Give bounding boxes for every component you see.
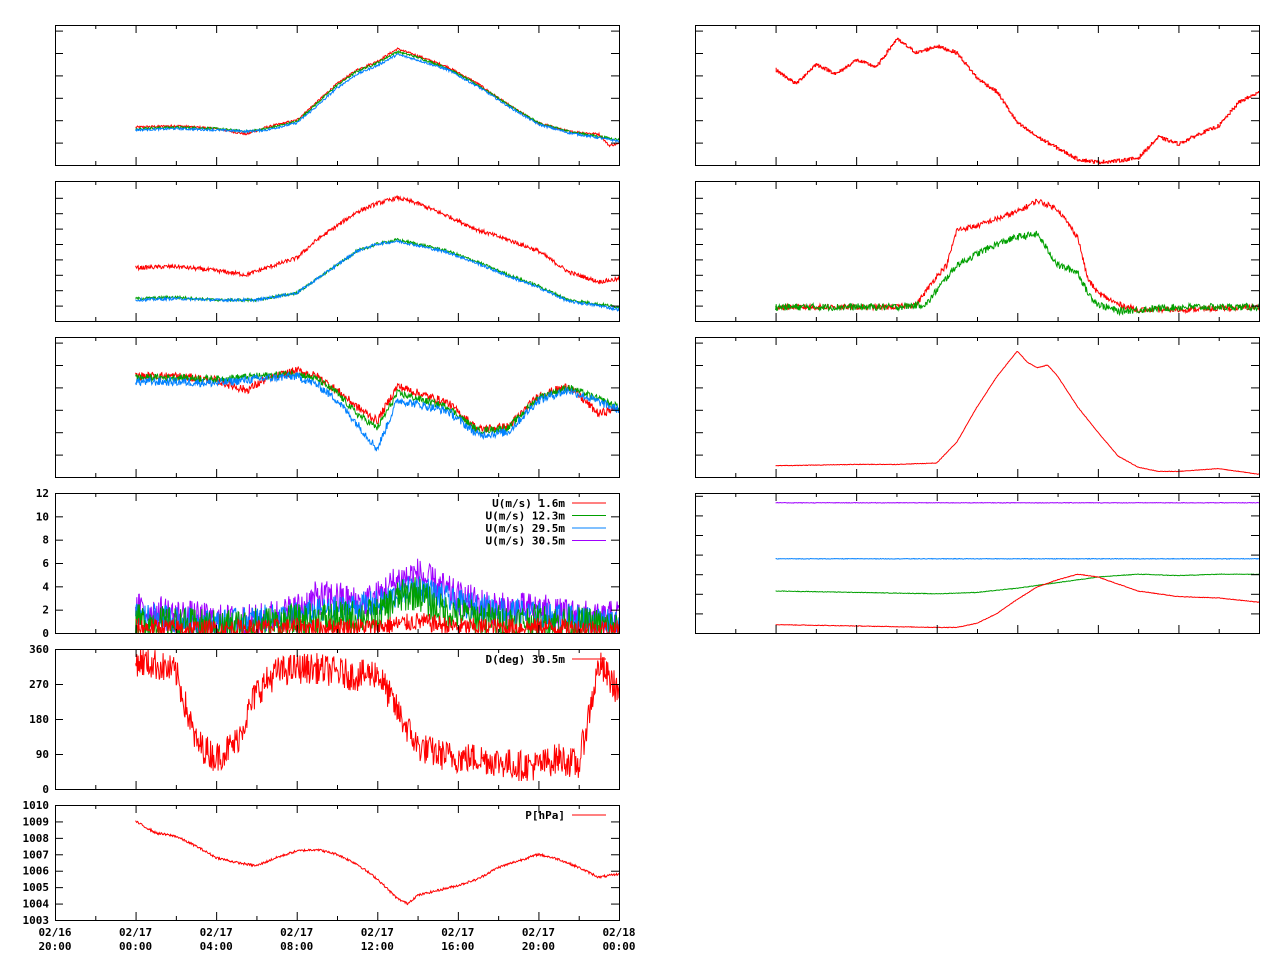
x-tick-label-time-0: 20:00 xyxy=(38,940,71,953)
series-p7-0 xyxy=(775,37,1259,165)
legend-label-p6-0: P[hPa] xyxy=(525,809,565,822)
x-tick-label-time-7: 00:00 xyxy=(602,940,635,953)
series-p3-2 xyxy=(135,371,619,452)
y-tick-label-p5-2: 180 xyxy=(29,713,49,726)
y-tick-label-p5-4: 360 xyxy=(29,643,49,656)
plot-frame-p10 xyxy=(695,493,1260,634)
y-tick-label-p4-0: 0 xyxy=(42,627,49,640)
plot-frame-p3 xyxy=(55,337,620,478)
panel-p5: 0 90 180 270 360 D(deg) 30.5m xyxy=(29,643,620,796)
plot-frame-p9 xyxy=(695,337,1260,478)
series-p2-1 xyxy=(135,237,619,309)
legend-label-p4-2: U(m/s) 29.5m xyxy=(486,522,566,535)
panel-p10 xyxy=(695,493,1260,634)
x-tick-label-date-6: 02/17 xyxy=(522,926,555,939)
x-tick-label-time-6: 20:00 xyxy=(522,940,555,953)
series-p5-0 xyxy=(135,649,619,782)
legend-label-p4-3: U(m/s) 30.5m xyxy=(486,535,566,548)
series-p1-2 xyxy=(135,53,619,143)
panel-p8 xyxy=(695,181,1260,322)
series-p10-1 xyxy=(775,557,1259,560)
series-p2-0 xyxy=(135,194,619,285)
x-tick-label-time-4: 12:00 xyxy=(361,940,394,953)
y-tick-label-p4-5: 10 xyxy=(36,510,49,523)
y-tick-label-p6-4: 1007 xyxy=(23,848,50,861)
y-tick-label-p5-3: 270 xyxy=(29,678,49,691)
x-tick-label-date-4: 02/17 xyxy=(361,926,394,939)
panel-p6: 1003100410051006100710081009101002/1620:… xyxy=(23,799,636,953)
panel-p7 xyxy=(695,25,1260,166)
series-p10-2 xyxy=(775,573,1259,595)
y-tick-label-p6-2: 1005 xyxy=(23,881,50,894)
y-tick-label-p5-0: 0 xyxy=(42,783,49,796)
panel-p2 xyxy=(55,181,620,322)
y-tick-label-p6-5: 1008 xyxy=(23,832,50,845)
legend-label-p4-0: U(m/s) 1.6m xyxy=(492,497,565,510)
legend-label-p4-1: U(m/s) 12.3m xyxy=(486,510,566,523)
y-tick-label-p6-7: 1010 xyxy=(23,799,50,812)
y-tick-label-p6-3: 1006 xyxy=(23,865,50,878)
panel-p3 xyxy=(55,337,620,478)
series-p9-0 xyxy=(775,350,1259,475)
series-p2-2 xyxy=(135,238,619,312)
x-tick-label-date-3: 02/17 xyxy=(280,926,313,939)
x-tick-label-time-2: 04:00 xyxy=(200,940,233,953)
y-tick-label-p6-1: 1004 xyxy=(23,898,50,911)
x-tick-label-date-0: 02/16 xyxy=(38,926,71,939)
y-tick-label-p4-4: 8 xyxy=(42,534,49,547)
y-tick-label-p6-0: 1003 xyxy=(23,914,50,927)
x-tick-label-time-5: 16:00 xyxy=(441,940,474,953)
y-tick-label-p5-1: 90 xyxy=(36,748,49,761)
x-tick-label-time-1: 00:00 xyxy=(119,940,152,953)
y-tick-label-p4-2: 4 xyxy=(42,580,49,593)
y-tick-label-p6-6: 1009 xyxy=(23,815,50,828)
y-tick-label-p4-1: 2 xyxy=(42,604,49,617)
plot-frame-p6 xyxy=(55,805,620,921)
x-tick-label-date-5: 02/17 xyxy=(441,926,474,939)
series-p8-0 xyxy=(775,198,1259,315)
x-tick-label-date-2: 02/17 xyxy=(200,926,233,939)
series-p8-1 xyxy=(775,230,1259,317)
x-tick-label-date-1: 02/17 xyxy=(119,926,152,939)
panel-p4: 0 2 4 6 8 10 12 U(m/s) 1.6mU(m/s) 12.3mU(m/s) 2… xyxy=(36,487,620,640)
series-p1-0 xyxy=(135,47,619,148)
plot-frame-p7 xyxy=(695,25,1260,166)
plot-frame-p8 xyxy=(695,181,1260,322)
series-p10-0 xyxy=(775,501,1259,504)
panel-p9 xyxy=(695,337,1260,478)
x-tick-label-date-7: 02/18 xyxy=(602,926,635,939)
series-p10-3 xyxy=(775,573,1259,629)
x-tick-label-time-3: 08:00 xyxy=(280,940,313,953)
y-tick-label-p4-6: 12 xyxy=(36,487,49,500)
y-tick-label-p4-3: 6 xyxy=(42,557,49,570)
series-p6-0 xyxy=(135,820,619,906)
plot-frame-p1 xyxy=(55,25,620,166)
panel-p1 xyxy=(55,25,620,166)
legend-label-p5-0: D(deg) 30.5m xyxy=(486,653,566,666)
